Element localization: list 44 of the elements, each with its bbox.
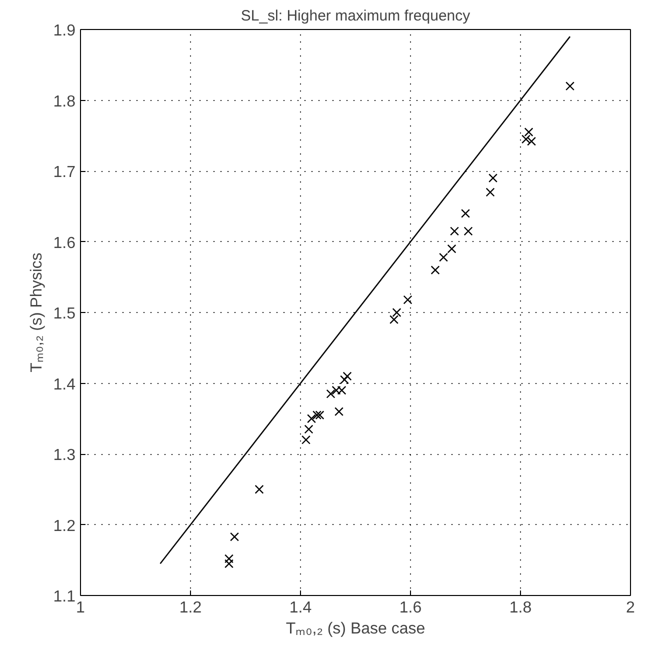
point <box>326 389 336 398</box>
point <box>450 226 459 236</box>
point <box>304 424 314 434</box>
point <box>334 407 344 416</box>
y-tick-label: 1.1 <box>53 588 76 606</box>
x-axis-title: Tₘ₀,₂ (s) Base case <box>286 620 426 638</box>
x-tick-label: 2 <box>626 600 636 616</box>
y-tick-label: 1.5 <box>53 306 76 322</box>
point <box>315 410 324 420</box>
point <box>566 82 574 91</box>
point <box>390 315 398 324</box>
point <box>307 414 316 424</box>
point <box>224 559 234 568</box>
point <box>312 410 322 420</box>
y-tick-label: 1.6 <box>53 234 76 252</box>
point <box>224 554 234 564</box>
point <box>230 532 239 542</box>
chart-title: SL_sl: Higher maximum frequency <box>240 8 471 24</box>
y-tick-label: 1.9 <box>53 22 76 40</box>
point <box>254 484 264 494</box>
point <box>488 174 498 183</box>
point <box>342 372 352 381</box>
point <box>461 208 470 218</box>
y-tick-label: 1.2 <box>53 518 76 535</box>
point <box>302 435 310 444</box>
point <box>403 295 412 304</box>
point <box>464 226 473 236</box>
y-tick-label: 1.7 <box>53 164 76 181</box>
point <box>392 308 402 317</box>
x-tick-label: 1.8 <box>509 600 532 616</box>
y-axis-title: Tₘ₀,₂ (s) Physics <box>28 252 46 372</box>
x-tick-label: 1.4 <box>289 600 312 616</box>
point <box>447 244 456 254</box>
x-tick-label: 1.2 <box>179 600 202 616</box>
point <box>340 375 349 384</box>
point <box>430 266 440 275</box>
point <box>524 128 534 137</box>
y-tick-label: 1.8 <box>53 93 76 110</box>
y-tick-label: 1.3 <box>53 447 76 464</box>
x-tick-label: 1.6 <box>399 600 422 616</box>
x-tick-label: 1 <box>76 600 86 616</box>
point <box>439 252 448 262</box>
point <box>486 188 495 197</box>
y-tick-label: 1.4 <box>53 376 76 394</box>
